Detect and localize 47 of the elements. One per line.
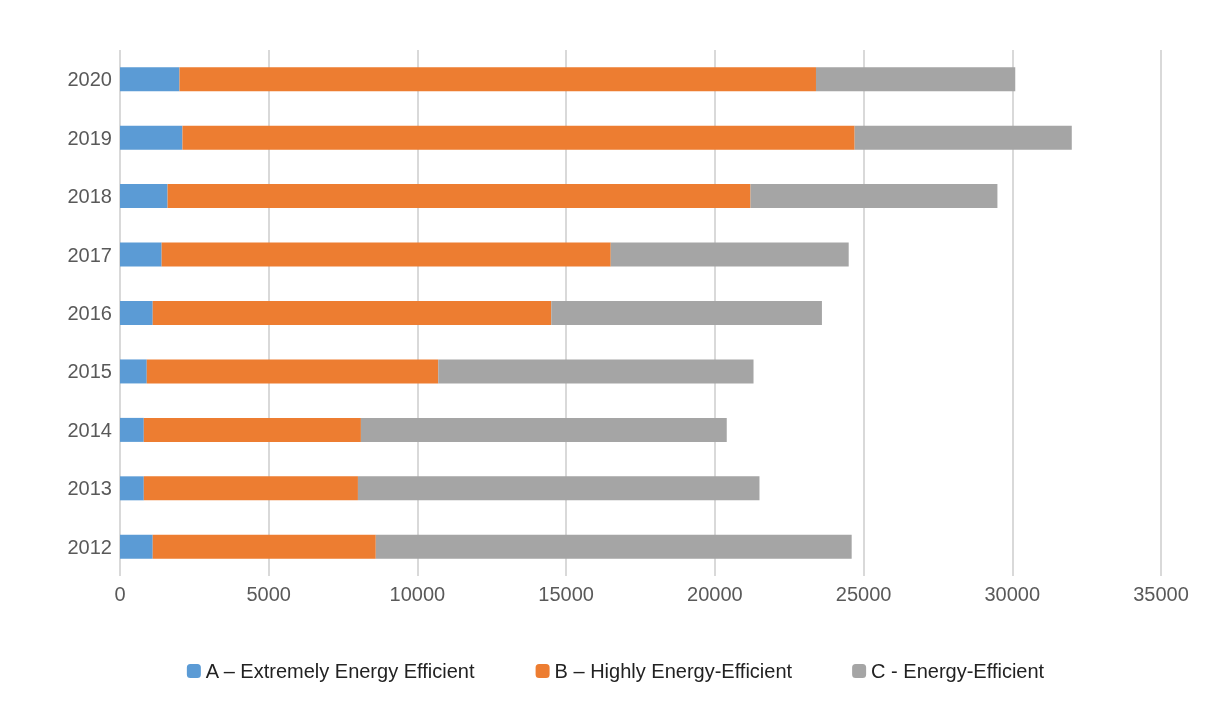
bar bbox=[120, 534, 153, 559]
bar bbox=[120, 184, 168, 209]
bar bbox=[120, 125, 183, 150]
bar bbox=[610, 242, 849, 267]
bar bbox=[146, 359, 439, 384]
bar bbox=[152, 301, 552, 325]
bar bbox=[167, 184, 751, 209]
bar bbox=[854, 125, 1072, 150]
bar bbox=[182, 125, 855, 150]
bar bbox=[161, 242, 611, 267]
bar bbox=[375, 534, 852, 559]
y-tick-label: 2017 bbox=[67, 243, 112, 266]
y-tick-label: 2013 bbox=[67, 477, 112, 500]
x-tick-label: 25000 bbox=[835, 583, 892, 605]
legend-label: C - Energy-Efficient bbox=[871, 660, 1045, 682]
x-tick-label: 20000 bbox=[687, 583, 743, 605]
y-tick-label: 2015 bbox=[67, 360, 112, 383]
y-tick-label: 2019 bbox=[67, 126, 112, 149]
x-tick-label: 5000 bbox=[246, 583, 291, 605]
bar bbox=[750, 184, 998, 209]
bar bbox=[179, 67, 816, 92]
legend-label: A – Extremely Energy Efficient bbox=[205, 660, 475, 682]
bar bbox=[120, 242, 162, 267]
y-tick-label: 2016 bbox=[67, 302, 112, 324]
bar bbox=[120, 67, 180, 92]
bar bbox=[120, 301, 153, 325]
bar bbox=[357, 476, 760, 501]
bar bbox=[360, 417, 727, 442]
x-tick-label: 0 bbox=[114, 583, 126, 605]
bar bbox=[551, 301, 822, 325]
y-tick-label: 2018 bbox=[67, 185, 112, 208]
bar bbox=[815, 67, 1016, 92]
legend-label: B – Highly Energy-Efficient bbox=[554, 660, 793, 682]
y-tick-label: 2014 bbox=[67, 418, 112, 441]
x-tick-label: 15000 bbox=[538, 583, 594, 605]
bar bbox=[152, 534, 376, 559]
bar bbox=[438, 359, 754, 384]
y-tick-label: 2020 bbox=[67, 68, 112, 91]
x-tick-label: 35000 bbox=[1133, 583, 1189, 605]
bar bbox=[143, 417, 361, 442]
bar bbox=[120, 476, 144, 501]
y-tick-label: 2012 bbox=[67, 535, 112, 558]
x-tick-label: 10000 bbox=[389, 583, 446, 605]
bar bbox=[120, 359, 147, 384]
bar bbox=[120, 417, 144, 442]
x-tick-label: 30000 bbox=[984, 583, 1041, 605]
bar bbox=[143, 476, 358, 501]
